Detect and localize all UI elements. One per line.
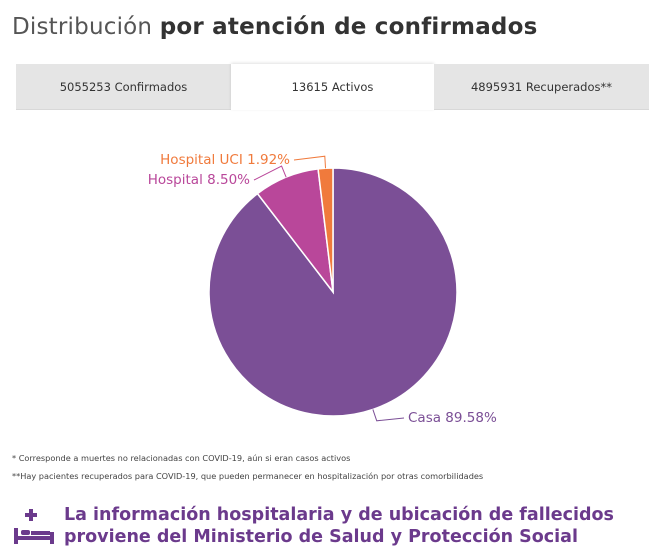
- title-bold: por atención de confirmados: [159, 14, 538, 40]
- footnote-1: * Corresponde a muertes no relacionadas …: [12, 453, 351, 463]
- footer-line-1: La información hospitalaria y de ubicaci…: [64, 505, 614, 525]
- footer-text: La información hospitalaria y de ubicaci…: [64, 504, 614, 548]
- pie-chart: Casa 89.58% Hospital 8.50% Hospital UCI 1.…: [148, 152, 497, 426]
- tab-label: 5055253 Confirmados: [59, 79, 188, 94]
- leader-line: [372, 409, 405, 422]
- footnote-2: **Hay pacientes recuperados para COVID-1…: [12, 471, 484, 481]
- hospital-bed-icon: [14, 509, 54, 544]
- tab-activos[interactable]: 13615 Activos: [231, 64, 434, 110]
- footer-info: La información hospitalaria y de ubicaci…: [12, 504, 642, 550]
- label-hospital: Hospital 8.50%: [148, 172, 250, 188]
- page-title: Distribución por atención de confirmados: [12, 14, 538, 40]
- title-light: Distribución: [12, 14, 153, 40]
- leader-line: [293, 155, 327, 169]
- label-casa: Casa 89.58%: [408, 410, 497, 426]
- tab-recuperados[interactable]: 4895931 Recuperados**: [434, 64, 649, 110]
- tab-bar: 5055253 Confirmados 13615 Activos 489593…: [16, 64, 649, 110]
- footer-line-2: proviene del Ministerio de Salud y Prote…: [64, 527, 578, 547]
- tab-label: 13615 Activos: [291, 80, 374, 94]
- tab-label: 4895931 Recuperados**: [470, 79, 612, 94]
- tab-confirmados[interactable]: 5055253 Confirmados: [16, 64, 231, 110]
- label-hospital-uci: Hospital UCI 1.92%: [160, 152, 290, 168]
- leader-line: [253, 165, 287, 181]
